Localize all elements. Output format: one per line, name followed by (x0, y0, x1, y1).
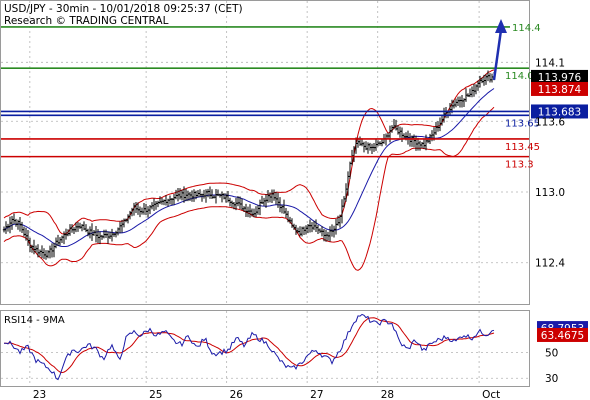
target-arrow (492, 19, 507, 81)
x-tick-label: 27 (310, 389, 323, 400)
price-panel-frame (0, 0, 530, 305)
arrow-head (495, 19, 507, 34)
level-label: 113.45 (505, 142, 540, 153)
rsi-lines (4, 313, 495, 381)
level-box-113.683 (531, 104, 588, 119)
x-tick-label: Oct (482, 389, 500, 400)
price-tick-label: 113.0 (535, 187, 565, 199)
rsi-line (4, 313, 495, 381)
rsi-title: RSI14 - 9MA (4, 315, 65, 326)
last-price-label: 113.976 (538, 72, 582, 84)
price-tick-label: 114.1 (535, 57, 565, 69)
rsi-ma-line (4, 317, 495, 374)
price-candles (2, 70, 496, 260)
arrow-shaft (492, 29, 503, 81)
chart-subtitle: Research © TRADING CENTRAL (4, 15, 169, 27)
rsi-tick-label: 30 (545, 373, 558, 385)
x-tick-label: 25 (149, 389, 162, 400)
level-label: 113.3 (505, 160, 534, 171)
last-price-box (531, 69, 588, 84)
rsi-value-box (537, 327, 588, 342)
x-tick-label: 28 (381, 389, 394, 400)
level-label: 114.4 (512, 23, 541, 34)
price-tick-label: 112.4 (535, 258, 565, 270)
price-tick-label: 113.6 (535, 116, 565, 128)
rsi-value-label: 63.4675 (541, 330, 584, 342)
lower-band (3, 106, 495, 271)
rsi-tick-label: 50 (545, 347, 558, 359)
level-label: 114.05 (505, 71, 540, 82)
rsi-panel-frame (0, 310, 530, 387)
x-tick-label: 26 (230, 389, 244, 400)
upper-band-label: 113.874 (538, 84, 582, 96)
upper-band (3, 69, 495, 235)
bollinger-bands (3, 69, 495, 271)
upper-band-box (531, 81, 588, 96)
gridlines (1, 1, 529, 386)
level-box-label: 113.683 (538, 106, 581, 118)
x-tick-label: 23 (33, 389, 46, 400)
chart-title: USD/JPY - 30min - 10/01/2018 09:25:37 (C… (4, 3, 243, 15)
level-label: 113.65 (505, 118, 540, 129)
